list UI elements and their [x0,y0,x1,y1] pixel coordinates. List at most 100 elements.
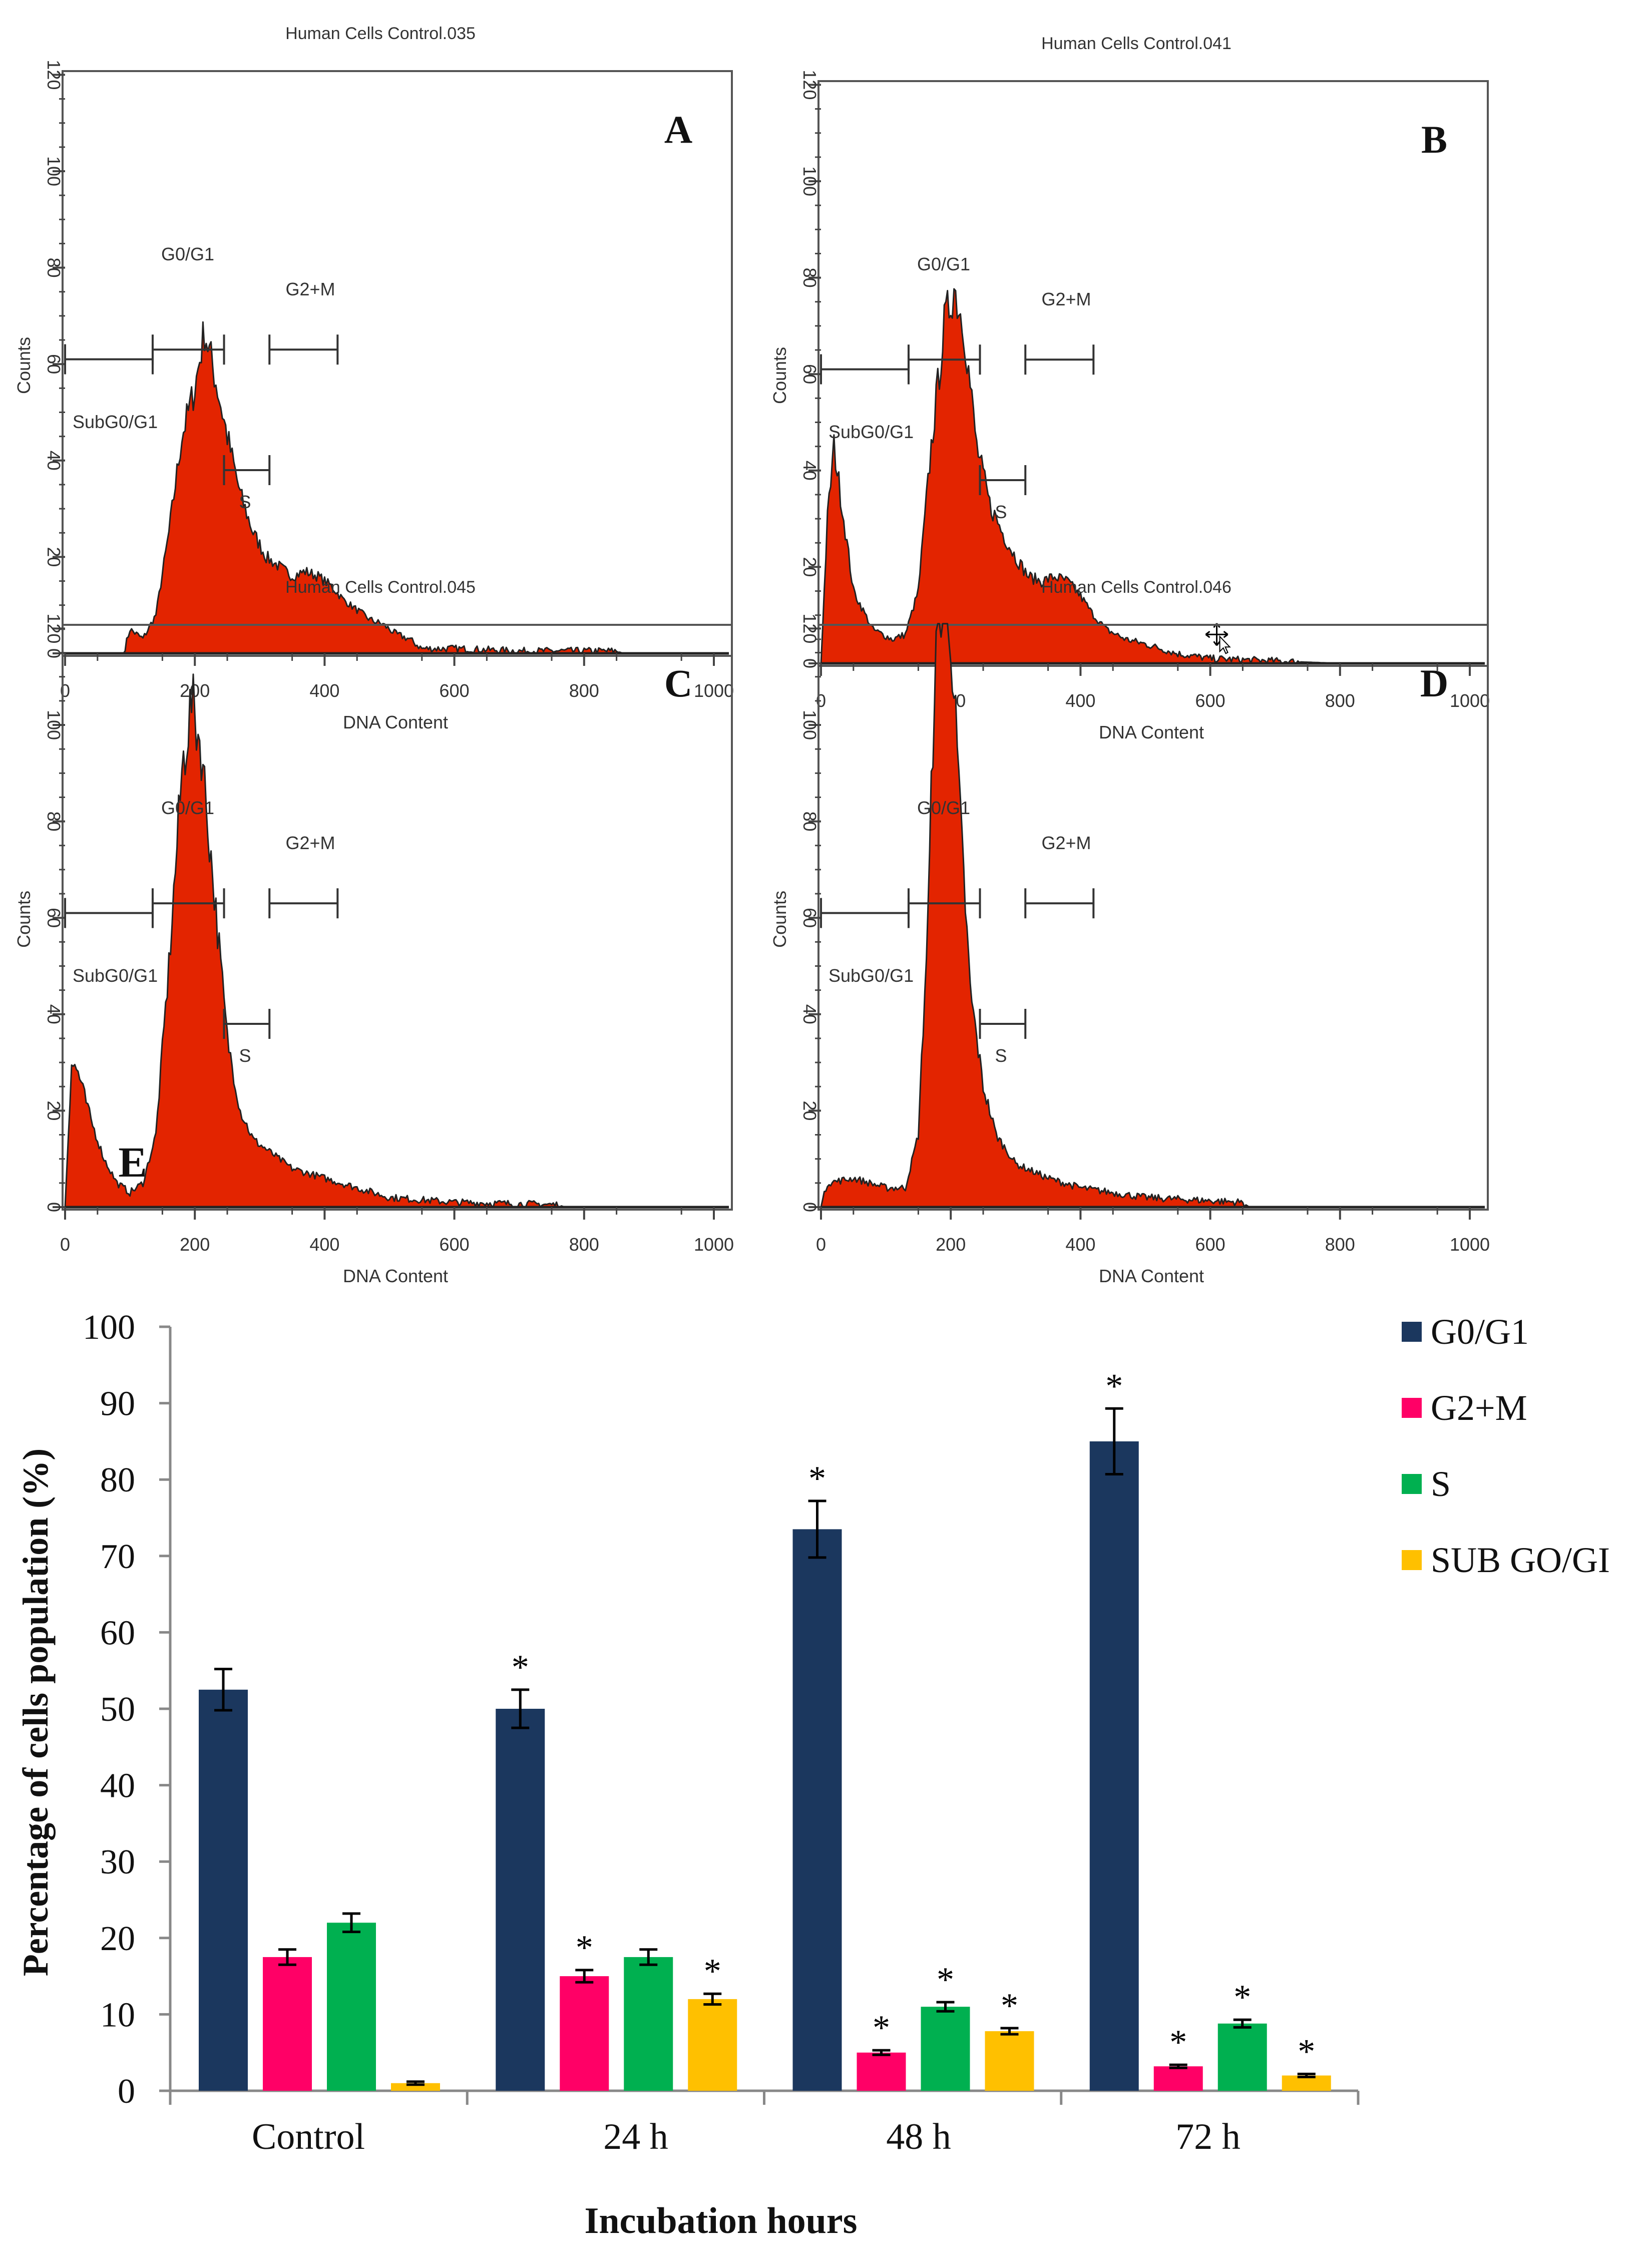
y-axis-label: Counts [14,337,34,394]
bar-s [327,1923,376,2091]
y-tick-label: 60 [44,908,64,928]
legend-label: G2+M [1431,1388,1527,1428]
pointer-arrow [1219,635,1231,654]
bar-g0-g1 [496,1709,545,2091]
category-label: 24 h [603,2116,668,2157]
histogram-area [820,623,1250,1208]
x-tick-label: 400 [309,680,339,701]
significance-asterisk: * [873,2009,890,2047]
gate-marker: SubG0/G1 [64,344,158,432]
bar-sub-go-gi [985,2031,1034,2091]
move-cursor-icon [1205,623,1231,654]
legend-swatch [1402,1474,1422,1494]
gate-label: G0/G1 [917,254,970,274]
gate-label: SubG0/G1 [829,422,914,442]
legend-swatch [1402,1322,1422,1342]
y-tick-label: 80 [44,258,64,278]
bar-sub-go-gi [688,1999,737,2091]
legend: G0/G1 G2+M S SUB GO/GI [1402,1312,1610,1580]
histogram-title: Human Cells Control.035 [285,24,476,43]
y-tick-label: 60 [100,1614,135,1652]
gate-label: SubG0/G1 [73,965,158,986]
x-tick-label: 600 [440,1234,470,1255]
y-tick-label: 0 [799,658,820,668]
histogram-title: Human Cells Control.045 [285,578,476,597]
histogram-title: Human Cells Control.046 [1041,578,1231,597]
gate-label: G0/G1 [161,798,214,818]
y-tick-label: 100 [799,710,820,740]
gate-label: G0/G1 [161,244,214,264]
gate-marker: G0/G1 [151,244,225,365]
bar-g0-g1 [199,1689,248,2091]
gate-marker: SubG0/G1 [64,898,158,986]
x-tick-label: 0 [816,1234,826,1255]
histogram-area [820,288,1341,664]
legend-label: S [1431,1464,1451,1504]
x-tick-label: 400 [1065,690,1095,711]
x-tick-label: 400 [1065,1234,1095,1255]
gate-label: S [995,1045,1007,1066]
bar-chart-panel-e: E 0 10 20 30 40 50 60 70 80 90 100 Percentage of cel… [16,1138,1610,2241]
y-tick-label: 80 [100,1461,135,1499]
bar-g2-m [857,2052,906,2091]
y-tick-label: 0 [44,648,64,658]
y-tick-label: 120 [44,60,64,90]
x-axis-label: DNA Content [343,1266,448,1286]
x-tick-label: 600 [440,680,470,701]
y-tick-label: 0 [799,1202,820,1212]
y-tick-label: 20 [44,1100,64,1120]
gate-label: G2+M [1041,833,1091,853]
histogram-panel-b: Human Cells Control.04102004006008001000… [769,34,1490,742]
panel-label: D [1420,661,1448,705]
bar-g2-m [263,1957,312,2091]
gate-marker: G2+M [1024,289,1095,375]
legend-item: SUB GO/GI [1402,1540,1610,1580]
gate-label: S [995,502,1007,522]
gate-label: G2+M [285,279,335,299]
significance-asterisk: * [1298,2032,1315,2071]
x-tick-label: 0 [60,680,70,701]
significance-asterisk: * [1233,1978,1251,2017]
y-tick-label: 80 [44,812,64,832]
panel-label: A [664,108,692,151]
gate-marker: S [979,1009,1027,1066]
y-tick-label: 80 [799,812,820,832]
legend-item: G0/G1 [1402,1312,1529,1352]
y-tick-label: 100 [799,166,820,196]
bar-s [624,1957,673,2091]
y-axis-label: Counts [769,347,790,404]
gate-marker: S [223,455,271,512]
y-tick-label: 100 [44,156,64,186]
y-tick-label: 120 [799,70,820,100]
gate-marker: S [223,1009,271,1066]
gate-label: SubG0/G1 [829,965,914,986]
histogram-area [64,321,624,654]
bar-g2-m [560,1976,609,2091]
bar-sub-go-gi [391,2083,440,2091]
x-tick-label: 200 [180,1234,210,1255]
gate-marker: S [979,465,1027,522]
y-tick-label: 60 [799,908,820,928]
y-tick-label: 60 [44,354,64,374]
significance-asterisk: * [576,1929,593,1967]
y-tick-label: 20 [100,1920,135,1958]
y-tick-label: 100 [44,710,64,740]
significance-asterisk: * [1105,1367,1123,1405]
legend-label: SUB GO/GI [1431,1540,1610,1580]
gate-label: SubG0/G1 [73,412,158,432]
histogram-area [64,673,566,1208]
y-tick-label: 90 [100,1385,135,1423]
significance-asterisk: * [937,1961,954,1999]
x-tick-label: 1000 [1450,690,1490,711]
y-tick-label: 100 [83,1308,135,1347]
y-tick-label: 10 [100,1996,135,2034]
x-tick-label: 800 [1325,690,1355,711]
x-tick-label: 1000 [694,680,734,701]
panel-label: B [1421,118,1447,161]
significance-asterisk: * [704,1952,721,1991]
gate-label: G0/G1 [917,798,970,818]
legend-item: G2+M [1402,1388,1527,1428]
y-tick-label: 40 [44,451,64,471]
